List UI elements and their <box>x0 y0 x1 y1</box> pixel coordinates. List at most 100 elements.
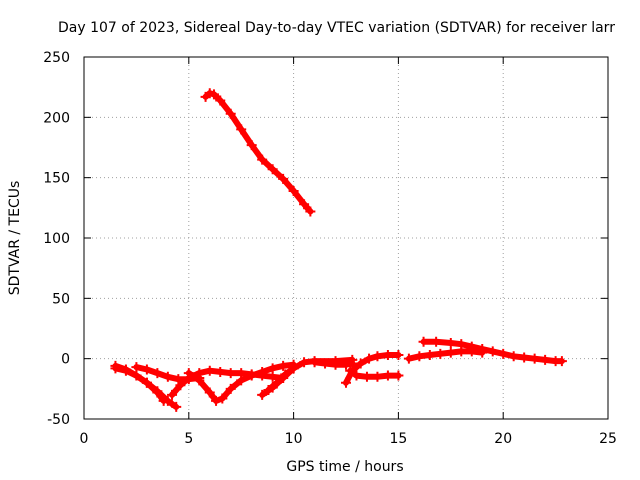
data-point <box>529 353 540 364</box>
y-tick-label: 0 <box>61 352 70 368</box>
data-point <box>158 395 169 406</box>
series-arc-11 <box>345 365 404 382</box>
data-point <box>477 344 488 355</box>
data-point <box>267 371 278 382</box>
data-point <box>424 350 435 361</box>
data-point <box>215 95 226 106</box>
data-point <box>556 356 567 367</box>
data-point <box>540 354 551 365</box>
y-tick-label: 150 <box>43 171 70 187</box>
grid-lines <box>84 57 608 419</box>
data-points <box>110 88 567 412</box>
data-point <box>288 363 299 374</box>
data-point <box>414 351 425 362</box>
data-point <box>204 387 215 398</box>
series-trail <box>265 365 297 393</box>
data-point <box>278 173 289 184</box>
data-point <box>267 363 278 374</box>
data-point <box>431 336 442 347</box>
data-point <box>204 365 215 376</box>
data-point <box>194 375 205 386</box>
data-point <box>171 401 182 412</box>
data-point <box>364 353 375 364</box>
data-point <box>246 370 257 381</box>
data-point <box>508 351 519 362</box>
data-point <box>288 185 299 196</box>
data-point <box>173 374 184 385</box>
chart-title: Day 107 of 2023, Sidereal Day-to-day VTE… <box>58 20 615 36</box>
data-point <box>271 377 282 388</box>
data-point <box>183 368 194 379</box>
data-point <box>320 358 331 369</box>
data-point <box>466 341 477 352</box>
data-point <box>278 360 289 371</box>
series-arc-13 <box>418 336 567 367</box>
data-point <box>162 371 173 382</box>
data-point <box>305 206 316 217</box>
data-point <box>330 359 341 370</box>
data-point <box>131 370 142 381</box>
data-point <box>299 199 310 210</box>
x-tick-label: 20 <box>494 431 512 447</box>
data-point <box>403 353 414 364</box>
data-point <box>393 350 404 361</box>
data-point <box>456 339 467 350</box>
data-point <box>263 385 274 396</box>
x-tick-label: 0 <box>80 431 89 447</box>
data-point <box>211 395 222 406</box>
y-tick-label: -50 <box>47 412 70 428</box>
data-point <box>152 387 163 398</box>
series-arc-5 <box>167 365 289 400</box>
data-point <box>215 366 226 377</box>
data-point <box>351 370 362 381</box>
data-point <box>309 357 320 368</box>
data-point <box>435 348 446 359</box>
data-point <box>345 365 356 376</box>
data-point <box>393 370 404 381</box>
data-point <box>382 350 393 361</box>
data-point <box>141 364 152 375</box>
series-arc-1 <box>200 88 316 217</box>
data-point <box>445 337 456 348</box>
data-point <box>225 368 236 379</box>
data-point <box>225 108 236 119</box>
series-arc-9 <box>309 357 358 370</box>
data-point <box>131 362 142 373</box>
data-point <box>257 389 268 400</box>
data-point <box>225 383 236 394</box>
data-point <box>487 346 498 357</box>
series-arc-3 <box>110 360 169 406</box>
y-tick-label: 100 <box>43 231 70 247</box>
data-point <box>246 140 257 151</box>
x-axis-label: GPS time / hours <box>286 459 403 475</box>
data-point <box>236 375 247 386</box>
data-point <box>382 370 393 381</box>
data-point <box>236 124 247 135</box>
data-point <box>208 89 219 100</box>
series-arc-8 <box>263 363 299 396</box>
data-point <box>280 369 291 380</box>
data-point <box>355 358 366 369</box>
series-trail <box>202 90 314 215</box>
data-point <box>341 377 351 388</box>
x-tick-label: 25 <box>599 431 617 447</box>
data-point <box>110 360 121 371</box>
data-point <box>519 352 530 363</box>
data-point <box>217 393 228 404</box>
x-tick-label: 10 <box>285 431 303 447</box>
data-point <box>418 336 429 347</box>
data-point <box>341 359 351 370</box>
y-tick-label: 200 <box>43 110 70 126</box>
data-point <box>267 164 278 175</box>
axis-ticks: 0 5 10 15 20 25 -50 0 50 100 150 200 250 <box>43 50 617 447</box>
data-point <box>372 351 383 362</box>
data-point <box>120 364 131 375</box>
y-tick-label: 50 <box>52 291 70 307</box>
data-point <box>361 371 372 382</box>
data-point <box>498 348 509 359</box>
data-point <box>372 371 383 382</box>
y-tick-label: 250 <box>43 50 70 66</box>
data-point <box>167 389 178 400</box>
data-point <box>257 366 268 377</box>
